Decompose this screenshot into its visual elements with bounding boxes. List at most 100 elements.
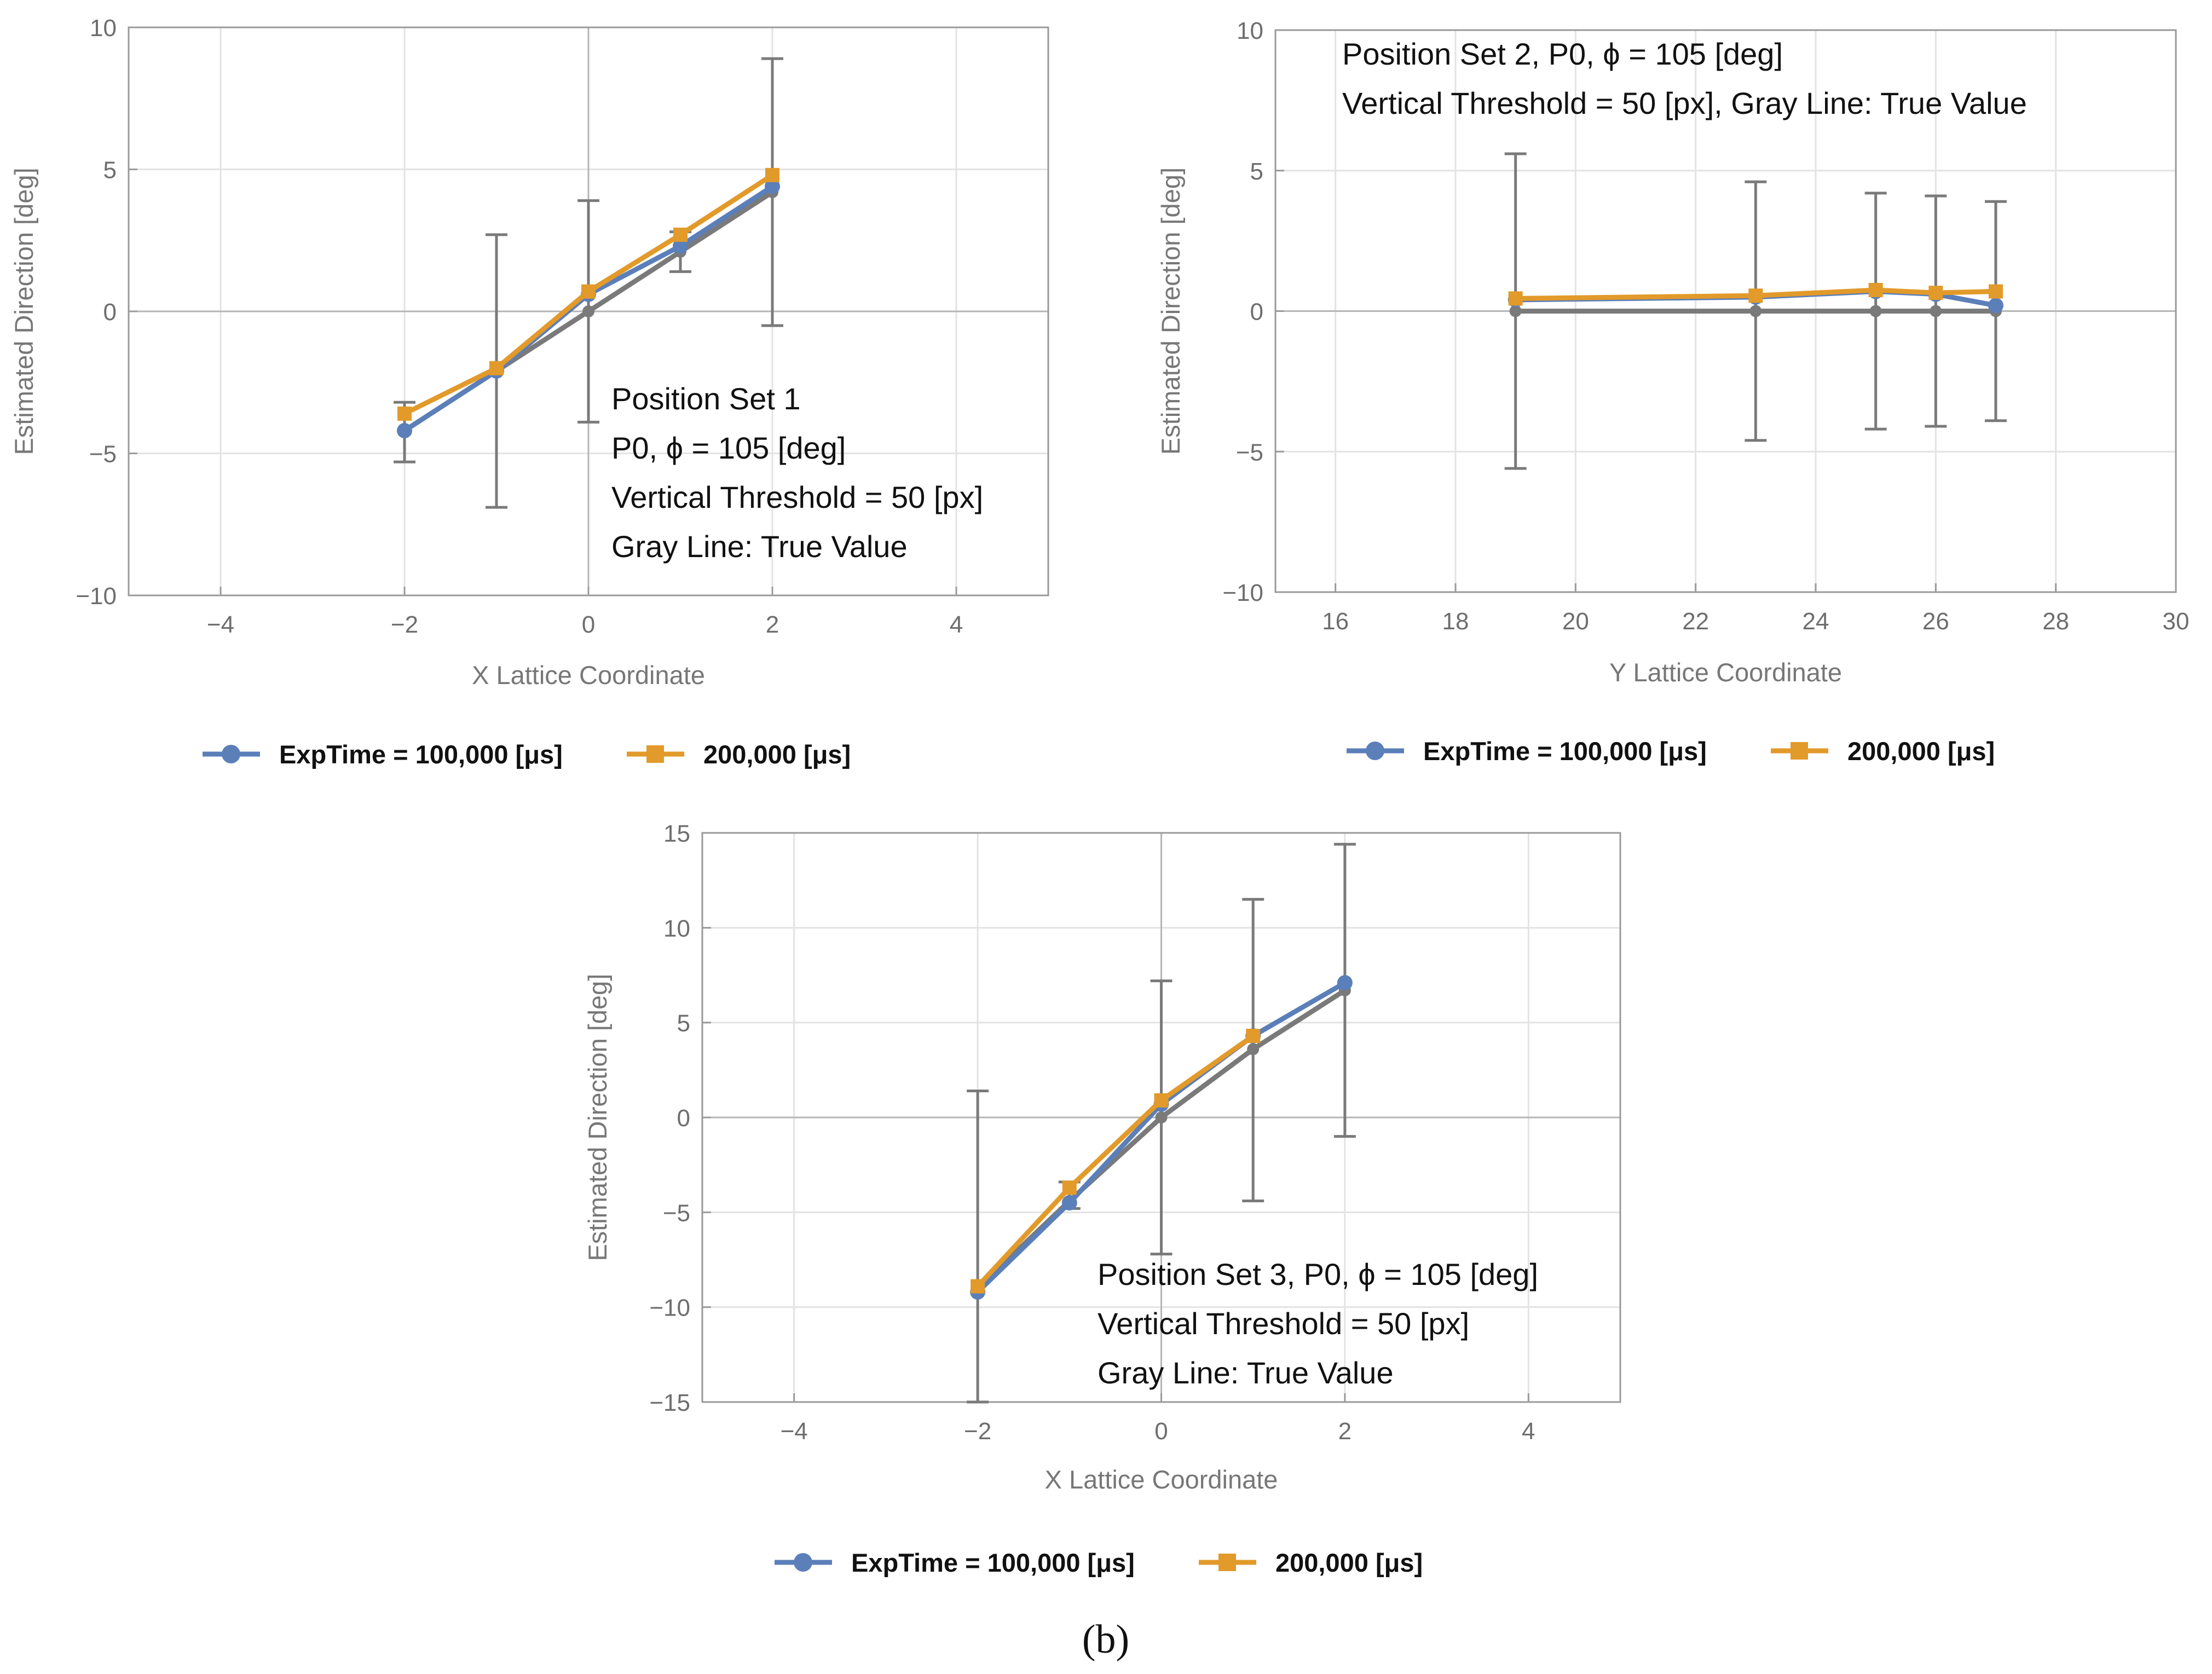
annotation-line: Vertical Threshold = 50 [px] [611,480,983,514]
true-value-point [1869,305,1882,317]
series-2-point [1154,1093,1169,1108]
x-axis-title: X Lattice Coordinate [472,661,705,690]
true-value-point [1509,305,1522,317]
y-tick-label: 10 [90,15,117,42]
x-tick-label: −2 [391,611,418,638]
legend-label: 200,000 [μs] [1275,1548,1423,1577]
y-tick-label: −5 [663,1200,690,1226]
series-1-point [397,422,412,438]
x-tick-label: −2 [964,1418,991,1445]
x-tick-label: −4 [207,611,234,638]
series-2-point [1748,288,1763,303]
x-tick-label: 4 [1522,1418,1535,1445]
y-tick-label: −5 [1236,439,1263,466]
legend-item-1: ExpTime = 100,000 [μs] [203,740,563,769]
y-tick-label: 0 [103,299,117,326]
legend-item-2: 200,000 [μs] [1199,1548,1423,1577]
true-value-point [1930,305,1942,317]
x-axis-title: Y Lattice Coordinate [1609,658,1842,687]
annotation-line: Position Set 2, P0, ϕ = 105 [deg] [1342,37,1783,71]
y-tick-label: 10 [1237,18,1263,44]
x-tick-label: 18 [1442,608,1469,635]
legend-label: 200,000 [μs] [1847,737,1995,766]
y-tick-label: 0 [677,1105,690,1132]
series-1-point [1061,1195,1077,1210]
legend: ExpTime = 100,000 [μs] 200,000 [μs] [203,740,851,769]
series-line-2 [975,1034,1255,1288]
chart-panel-2: 16 18 20 22 24 26 28 30 −10 −5 0 5 10 Y Lattice Coord… [1156,18,2189,766]
annotation-line: Gray Line: True Value [1098,1356,1394,1390]
y-tick-label: 5 [1250,158,1263,185]
legend-item-1: ExpTime = 100,000 [μs] [775,1548,1135,1577]
legend-label: ExpTime = 100,000 [μs] [1423,737,1707,766]
series-2-point [1868,282,1883,297]
y-tick-label: −5 [89,441,117,468]
y-tick-label: 0 [1250,299,1263,326]
x-tick-label: −4 [781,1418,808,1445]
x-tick-label: 30 [2163,608,2190,635]
series-2-point [1508,291,1523,306]
true-value-point [582,305,594,317]
x-tick-label: 0 [582,611,595,638]
series-2-point [397,406,412,421]
series-2-point [581,284,596,299]
series-2-point [765,167,779,182]
series-2-point [1989,284,2003,299]
y-axis-title: Estimated Direction [deg] [1156,167,1185,455]
legend-square-marker [646,745,664,763]
x-tick-label: 22 [1682,608,1709,635]
series-2-point [489,361,504,375]
annotation-line: Position Set 3, P0, ϕ = 105 [deg] [1098,1257,1538,1291]
series-2-point [1246,1028,1261,1043]
series-2-point [1928,286,1943,300]
figure-caption: (b) [1082,1617,1129,1662]
x-tick-label: 26 [1922,608,1949,635]
annotation-line: Vertical Threshold = 50 [px], Gray Line:… [1342,86,2027,120]
legend-label: ExpTime = 100,000 [μs] [851,1548,1135,1577]
x-tick-label: 24 [1803,608,1829,635]
y-axis-title: Estimated Direction [deg] [9,167,38,455]
legend-circle-marker [1366,742,1384,760]
series-1-point [765,178,780,194]
annotation-line: Vertical Threshold = 50 [px] [1098,1306,1469,1341]
y-tick-label: −10 [76,583,117,610]
series-2-point [971,1279,985,1294]
x-tick-label: 16 [1322,608,1349,635]
error-bar [967,1089,989,1404]
x-tick-label: 20 [1562,608,1589,635]
legend-square-marker [1218,1554,1236,1571]
legend-item-2: 200,000 [μs] [1771,737,1995,766]
legend-circle-marker [222,745,240,763]
true-value-point [1247,1043,1260,1056]
legend: ExpTime = 100,000 [μs] 200,000 [μs] [775,1548,1423,1577]
annotation-line: P0, ϕ = 105 [deg] [611,431,846,465]
series-2-point [673,227,688,242]
chart-panel-3: −4 −2 0 2 4 −15 −10 −5 0 5 10 15 X Lattice Coordinat… [583,820,1621,1577]
x-tick-label: 0 [1154,1418,1168,1445]
y-tick-label: 5 [677,1010,690,1037]
legend-circle-marker [794,1553,812,1572]
legend-square-marker [1791,742,1808,760]
legend-item-2: 200,000 [μs] [627,740,851,769]
true-value-point [1749,305,1762,317]
series-1-point [1988,298,2003,314]
y-axis-title: Estimated Direction [deg] [583,974,612,1261]
series-1-point [1337,975,1353,991]
y-tick-label: 10 [663,915,690,942]
y-tick-label: −15 [649,1389,690,1416]
x-tick-label: 2 [766,611,779,638]
legend: ExpTime = 100,000 [μs] 200,000 [μs] [1347,737,1995,766]
legend-label: ExpTime = 100,000 [μs] [279,740,563,769]
x-tick-label: 2 [1338,1418,1352,1445]
true-value-point [1155,1111,1168,1123]
x-tick-label: 4 [950,611,963,638]
series-2-point [1062,1180,1077,1195]
annotation-line: Position Set 1 [611,381,801,416]
y-tick-label: −10 [1222,580,1263,606]
annotation-line: Gray Line: True Value [611,529,908,564]
y-tick-label: 15 [663,820,690,847]
y-tick-label: 5 [103,157,117,184]
x-tick-label: 28 [2042,608,2069,635]
y-tick-label: −10 [649,1295,690,1322]
